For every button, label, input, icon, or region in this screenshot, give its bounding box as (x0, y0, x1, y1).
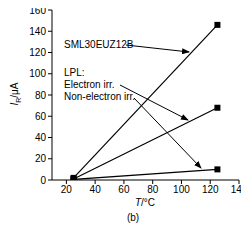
svg-text:160: 160 (29, 8, 46, 16)
svg-text:Electron irr.: Electron irr. (64, 79, 115, 90)
svg-text:120: 120 (202, 184, 219, 195)
svg-text:0: 0 (40, 175, 46, 186)
svg-text:120: 120 (29, 47, 46, 58)
svg-text:Non-electron irr.: Non-electron irr. (64, 91, 135, 102)
svg-text:140: 140 (29, 26, 46, 37)
svg-text:IR/μA: IR/μA (9, 82, 22, 105)
svg-text:80: 80 (147, 184, 159, 195)
svg-text:40: 40 (90, 184, 102, 195)
svg-text:LPL:: LPL: (64, 67, 85, 78)
svg-text:60: 60 (35, 111, 47, 122)
svg-text:20: 20 (61, 184, 73, 195)
svg-text:60: 60 (118, 184, 130, 195)
svg-text:(b): (b) (127, 212, 139, 223)
svg-text:40: 40 (35, 132, 47, 143)
svg-text:100: 100 (173, 184, 190, 195)
svg-text:80: 80 (35, 90, 47, 101)
svg-text:T/°C: T/°C (135, 197, 155, 208)
svg-text:SML30EUZ12B: SML30EUZ12B (64, 39, 134, 50)
svg-text:100: 100 (29, 68, 46, 79)
svg-text:20: 20 (35, 153, 47, 164)
svg-text:140: 140 (231, 184, 241, 195)
